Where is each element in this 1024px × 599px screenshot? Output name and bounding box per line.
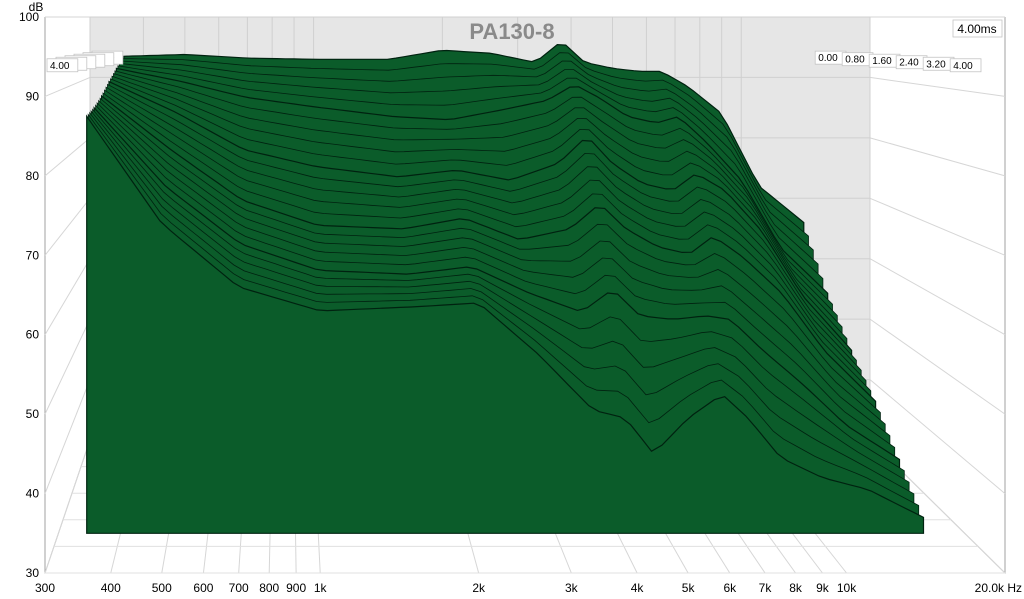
- y-axis-unit: dB: [29, 0, 44, 14]
- x-tick-label: 2k: [472, 581, 486, 595]
- grid-line-db-side-right: [869, 76, 1006, 97]
- x-tick-label: 900: [286, 581, 306, 595]
- grid-line-db-side-left: [44, 379, 91, 494]
- y-tick-label: 80: [26, 169, 40, 183]
- x-tick-label: 7k: [759, 581, 773, 595]
- y-tick-label: 100: [19, 10, 39, 24]
- grid-line-db-side-left: [44, 258, 91, 335]
- chart-title: PA130-8: [469, 19, 554, 44]
- time-label-right: 3.20: [926, 59, 946, 70]
- y-tick-label: 60: [26, 328, 40, 342]
- x-tick-label: 600: [193, 581, 213, 595]
- time-label-right: 0.00: [818, 53, 838, 64]
- grid-line-db-side-right: [869, 379, 1006, 494]
- x-tick-label: 6k: [723, 581, 737, 595]
- y-tick-label: 30: [26, 566, 40, 580]
- x-tick-label: 500: [152, 581, 172, 595]
- y-tick-label: 70: [26, 248, 40, 262]
- waterfall-slice: [86, 114, 925, 534]
- x-tick-label: 20.0k Hz: [975, 581, 1022, 595]
- x-tick-label: 9k: [816, 581, 830, 595]
- y-tick-label: 40: [26, 487, 40, 501]
- time-label-left: 4.00: [50, 61, 70, 72]
- x-tick-label: 700: [229, 581, 249, 595]
- time-label-right: 1.60: [872, 56, 892, 67]
- grid-line-db-side-left: [44, 318, 91, 415]
- grid-line-db-side-right: [869, 258, 1006, 336]
- grid-line-db-side-left: [44, 76, 91, 97]
- end-time-label: 4.00ms: [957, 22, 996, 36]
- time-label-right: 4.00: [953, 61, 973, 72]
- time-label-right-box: [949, 58, 982, 73]
- time-label-left-box: [46, 58, 79, 73]
- y-tick-label: 50: [26, 407, 40, 421]
- grid-line-db-side-right: [869, 318, 1006, 415]
- grid-line-freq-floor: [44, 439, 91, 574]
- time-label-right: 0.80: [845, 55, 865, 66]
- grid-line-db-side-right: [869, 197, 1006, 256]
- x-tick-label: 5k: [682, 581, 696, 595]
- x-tick-label: 10k: [837, 581, 857, 595]
- x-tick-label: 1k: [314, 581, 328, 595]
- time-label-right: 2.40: [899, 58, 919, 69]
- x-tick-label: 4k: [631, 581, 645, 595]
- x-tick-label: 800: [259, 581, 279, 595]
- x-tick-label: 300: [35, 581, 55, 595]
- grid-line-db-side-right: [869, 137, 1006, 177]
- y-tick-label: 90: [26, 89, 40, 103]
- waterfall-slices: [86, 43, 925, 534]
- x-tick-label: 3k: [565, 581, 579, 595]
- grid-line-db-side-left: [44, 197, 91, 256]
- grid-line-db-side-left: [44, 137, 91, 177]
- x-tick-label: 400: [101, 581, 121, 595]
- end-time-label-box: [952, 19, 1003, 38]
- x-tick-label: 8k: [789, 581, 803, 595]
